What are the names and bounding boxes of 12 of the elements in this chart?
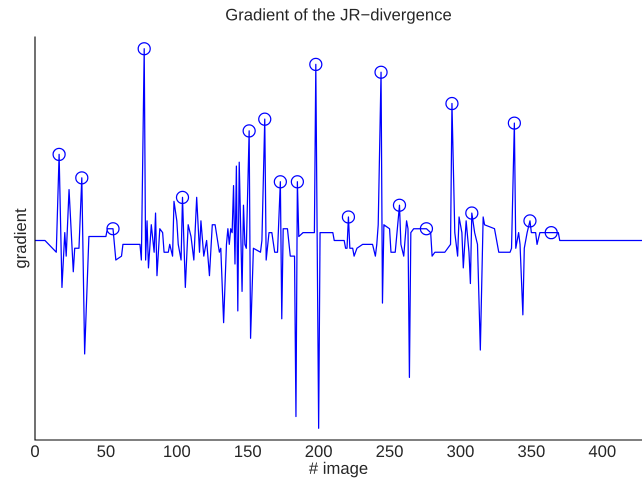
chart-title: Gradient of the JR−divergence xyxy=(226,8,452,24)
x-tick-label: 300 xyxy=(447,445,474,458)
x-tick-label: 150 xyxy=(235,445,261,458)
x-axis-title: # image xyxy=(308,462,368,478)
x-tick-label: 0 xyxy=(31,445,39,458)
x-tick-label: 50 xyxy=(97,445,115,458)
y-axis-title: gradient xyxy=(14,208,30,268)
x-tick-label: 250 xyxy=(376,445,403,458)
x-tick-label: 350 xyxy=(518,445,545,458)
x-tick-label: 400 xyxy=(588,445,616,458)
x-tick-label: 200 xyxy=(306,445,332,458)
x-tick-label: 100 xyxy=(164,445,190,458)
